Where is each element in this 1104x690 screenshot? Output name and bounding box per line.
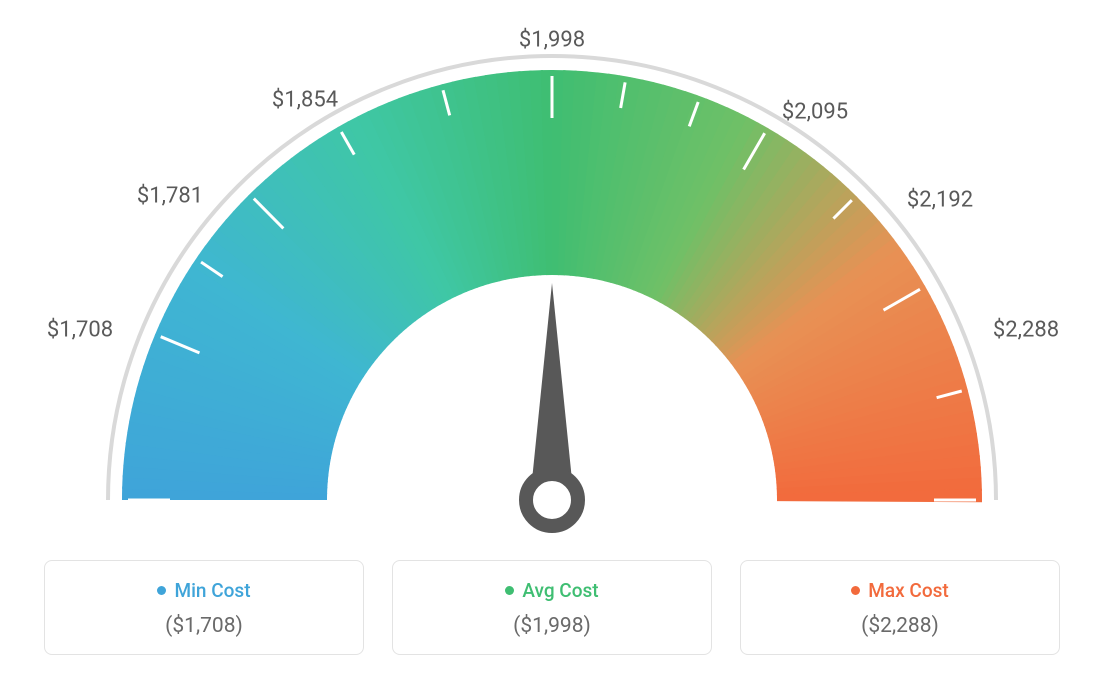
gauge-chart: $1,708 $1,781 $1,854 $1,998 $2,095 $2,192 $2,2… <box>20 20 1084 540</box>
legend-value-min: ($1,708) <box>45 614 363 638</box>
legend-title-min-text: Min Cost <box>174 579 250 602</box>
legend-title-avg-text: Avg Cost <box>522 579 598 602</box>
gauge-tick-label: $1,854 <box>272 88 338 113</box>
legend-title-min: Min Cost <box>157 579 250 602</box>
legend-row: Min Cost ($1,708) Avg Cost ($1,998) Max … <box>20 560 1084 655</box>
gauge-tick-label: $1,781 <box>137 184 203 209</box>
gauge-tick-label: $1,998 <box>519 28 585 53</box>
gauge-svg <box>20 20 1084 540</box>
legend-value-avg: ($1,998) <box>393 614 711 638</box>
gauge-tick-label: $1,708 <box>47 318 113 343</box>
legend-dot-min <box>157 586 166 595</box>
legend-title-max-text: Max Cost <box>868 579 948 602</box>
gauge-tick-label: $2,288 <box>993 318 1059 343</box>
legend-dot-avg <box>505 586 514 595</box>
gauge-tick-label: $2,192 <box>907 188 973 213</box>
legend-card-avg: Avg Cost ($1,998) <box>392 560 712 655</box>
legend-title-avg: Avg Cost <box>505 579 598 602</box>
legend-title-max: Max Cost <box>851 579 948 602</box>
legend-dot-max <box>851 586 860 595</box>
gauge-tick-label: $2,095 <box>782 100 848 125</box>
legend-card-min: Min Cost ($1,708) <box>44 560 364 655</box>
legend-card-max: Max Cost ($2,288) <box>740 560 1060 655</box>
legend-value-max: ($2,288) <box>741 614 1059 638</box>
